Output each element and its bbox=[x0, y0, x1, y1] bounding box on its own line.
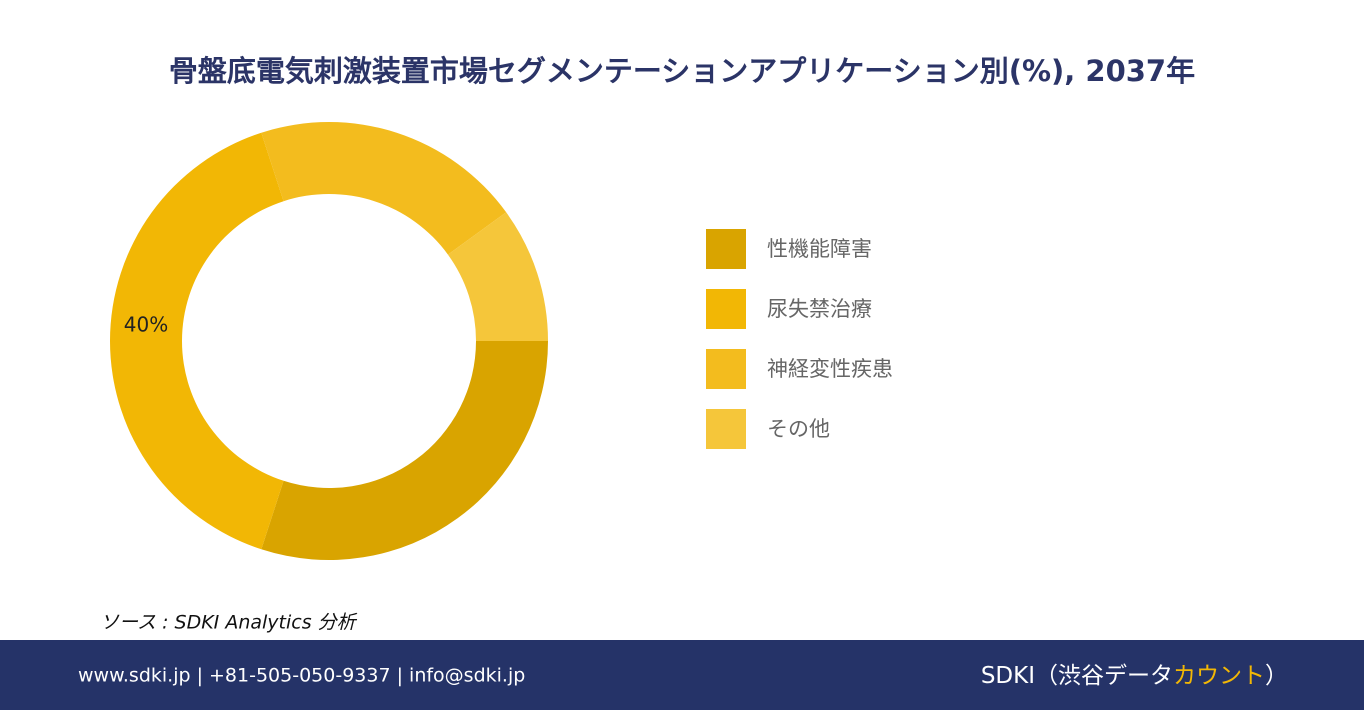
legend-swatch bbox=[706, 289, 746, 329]
donut-slice bbox=[261, 341, 548, 560]
footer-contact: www.sdki.jp | +81-505-050-9337 | info@sd… bbox=[78, 665, 525, 687]
legend-label: その他 bbox=[767, 417, 830, 441]
legend-label: 神経変性疾患 bbox=[767, 357, 893, 381]
chart-title: 骨盤底電気刺激装置市場セグメンテーションアプリケーション別(%), 2037年 bbox=[169, 54, 1195, 88]
donut-slice bbox=[110, 132, 284, 550]
legend-swatch bbox=[706, 409, 746, 449]
brand: SDKI（渋谷データ bbox=[981, 663, 1173, 689]
donut-slice bbox=[261, 122, 507, 255]
donut: 40% bbox=[110, 122, 548, 560]
donut-slice bbox=[447, 212, 548, 341]
brand-accent: カウント bbox=[1173, 663, 1265, 689]
data-label: 40% bbox=[124, 313, 168, 337]
brand-close: ） bbox=[1265, 663, 1288, 689]
footer-brand: SDKI（渋谷データカウント） bbox=[981, 663, 1288, 689]
footer-band bbox=[0, 640, 1364, 710]
legend-swatch bbox=[706, 349, 746, 389]
legend-swatch bbox=[706, 229, 746, 269]
source: ソース : SDKI Analytics 分析 bbox=[100, 612, 358, 634]
legend-label: 性機能障害 bbox=[767, 237, 872, 261]
legend-label: 尿失禁治療 bbox=[767, 297, 872, 321]
